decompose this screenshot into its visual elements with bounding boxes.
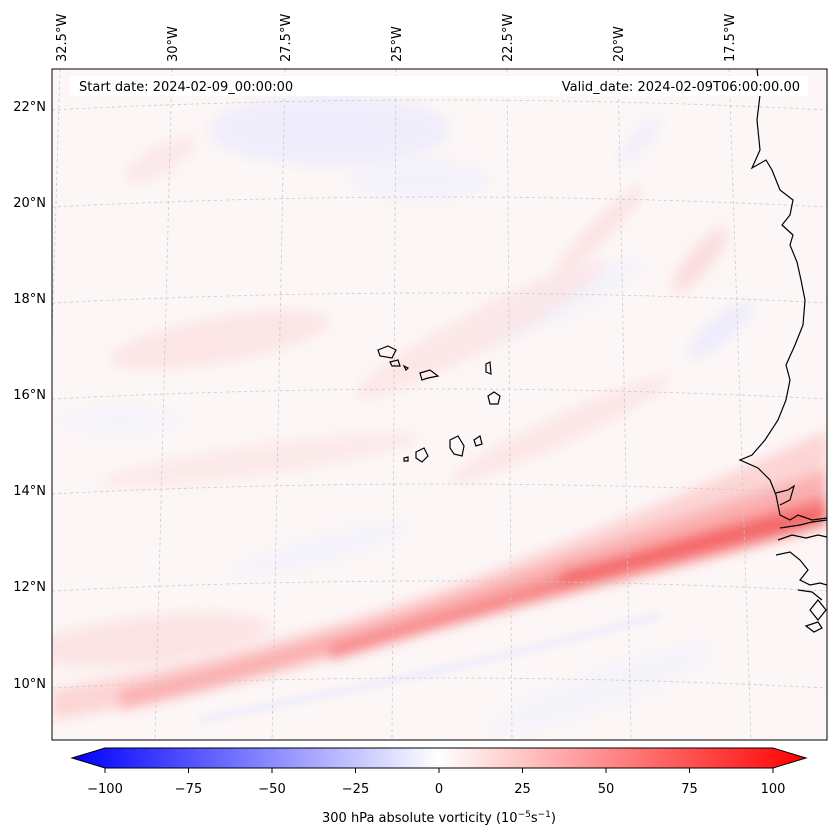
lon-label: 32.5°W (55, 14, 70, 62)
gridlines (52, 69, 827, 740)
lat-label: 14°N (13, 484, 46, 499)
lon-label: 25°W (390, 26, 405, 62)
lon-label: 22.5°W (501, 14, 516, 62)
colorbar-tick-label: −75 (175, 782, 202, 797)
lon-label: 17.5°W (723, 14, 738, 62)
colorbar-tick-label: 0 (435, 782, 443, 797)
map-frame (51, 68, 828, 741)
lon-label: 20°W (612, 26, 627, 62)
colorbar-tick-label: 25 (514, 782, 531, 797)
colorbar-tick-label: 50 (598, 782, 615, 797)
start-date-label: Start date: 2024-02-09_00:00:00 (79, 80, 293, 95)
valid-date-label: Valid_date: 2024-02-09T06:00:00.00 (562, 80, 800, 95)
colorbar-ticks (104, 768, 774, 773)
lat-label: 20°N (13, 196, 46, 211)
colorbar-tick-label: −100 (87, 782, 123, 797)
colorbar-tick-label: −25 (342, 782, 369, 797)
lat-label: 22°N (13, 100, 46, 115)
lon-label: 27.5°W (279, 14, 294, 62)
lat-label: 12°N (13, 580, 46, 595)
coastlines (377, 69, 827, 633)
lon-label: 30°W (166, 26, 181, 62)
header-box (70, 76, 808, 96)
vorticity-field (52, 69, 827, 740)
lat-label: 10°N (13, 677, 46, 692)
colorbar-label: 300 hPa absolute vorticity (10−5s−1) (322, 810, 556, 826)
lat-label: 18°N (13, 292, 46, 307)
lat-label: 16°N (13, 388, 46, 403)
colorbar: −100 −75 −50 −25 0 25 50 75 100 300 hPa … (70, 747, 808, 826)
colorbar-tick-label: −50 (258, 782, 285, 797)
colorbar-tick-label: 75 (681, 782, 698, 797)
longitude-labels: 32.5°W 30°W 27.5°W 25°W 22.5°W 20°W 17.5… (55, 14, 738, 62)
latitude-labels: 22°N 20°N 18°N 16°N 14°N 12°N 10°N (13, 100, 46, 692)
colorbar-body (70, 747, 808, 769)
colorbar-tick-label: 100 (761, 782, 786, 797)
